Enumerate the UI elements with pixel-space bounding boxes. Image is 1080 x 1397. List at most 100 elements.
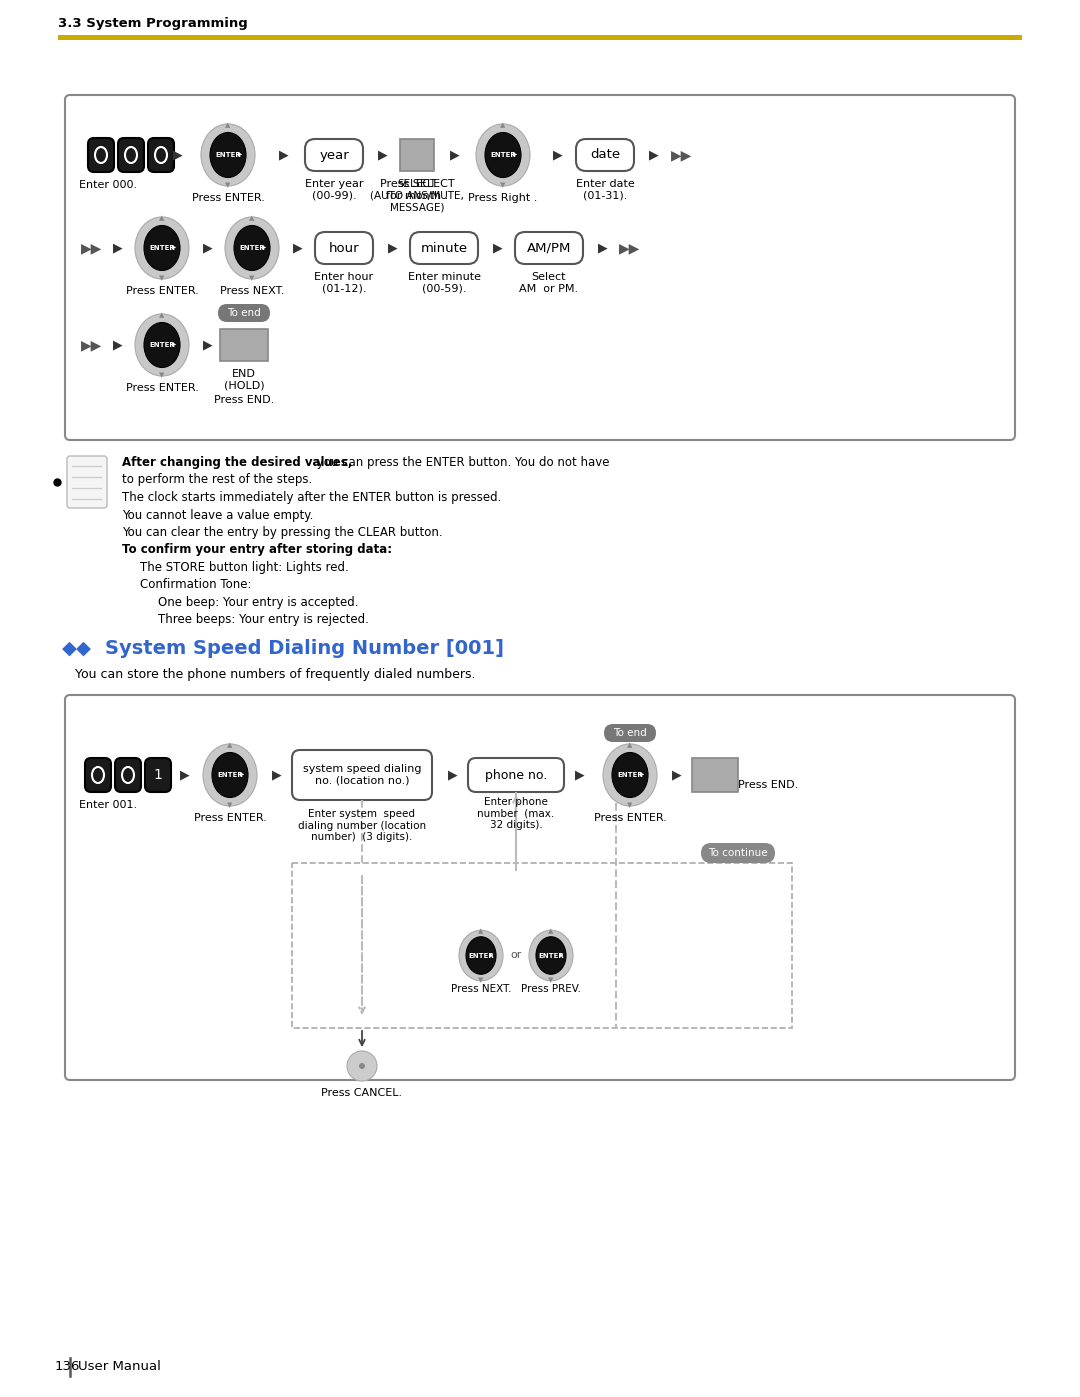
Ellipse shape — [212, 753, 248, 798]
Ellipse shape — [201, 124, 255, 186]
Text: ▼: ▼ — [627, 802, 633, 807]
Text: ▶: ▶ — [640, 773, 645, 778]
Text: AM/PM: AM/PM — [527, 242, 571, 254]
Text: ▶: ▶ — [272, 768, 282, 781]
Text: Enter hour
(01-12).: Enter hour (01-12). — [314, 272, 374, 293]
Ellipse shape — [465, 937, 496, 974]
Text: 3.3 System Programming: 3.3 System Programming — [58, 18, 247, 31]
Text: ▲: ▲ — [160, 215, 164, 221]
Text: Enter system  speed
dialing number (location
number)  (3 digits).: Enter system speed dialing number (locat… — [298, 809, 427, 842]
Text: Enter phone
number  (max.
32 digits).: Enter phone number (max. 32 digits). — [477, 798, 555, 830]
Text: ▶: ▶ — [173, 246, 177, 250]
Text: ▶: ▶ — [378, 148, 388, 162]
Text: You can clear the entry by pressing the CLEAR button.: You can clear the entry by pressing the … — [122, 527, 443, 539]
Text: ▶: ▶ — [450, 148, 460, 162]
Ellipse shape — [612, 753, 648, 798]
Text: END
(HOLD): END (HOLD) — [224, 369, 265, 391]
Ellipse shape — [144, 225, 180, 271]
Text: ▶▶: ▶▶ — [619, 242, 640, 256]
FancyBboxPatch shape — [148, 138, 174, 172]
Text: you can press the ENTER button. You do not have: you can press the ENTER button. You do n… — [313, 455, 609, 469]
Text: ▼: ▼ — [249, 275, 255, 281]
Text: ENTER: ENTER — [239, 244, 265, 251]
Text: system speed dialing
no. (location no.): system speed dialing no. (location no.) — [302, 764, 421, 785]
Text: ▶: ▶ — [598, 242, 608, 254]
Text: ▲: ▲ — [500, 123, 505, 129]
Text: ▼: ▼ — [549, 977, 554, 982]
Text: System Speed Dialing Number [001]: System Speed Dialing Number [001] — [105, 638, 504, 658]
Text: Press ENTER.: Press ENTER. — [125, 383, 199, 393]
Text: ▼: ▼ — [160, 372, 164, 377]
Text: ▶: ▶ — [113, 338, 123, 352]
Text: ENTER: ENTER — [215, 152, 241, 158]
Text: ▶: ▶ — [489, 953, 494, 958]
Text: Press END.: Press END. — [738, 780, 798, 789]
Text: Press SELECT
for month .: Press SELECT for month . — [380, 179, 455, 201]
Text: SELECT
(AUTO ANS/MUTE,
MESSAGE): SELECT (AUTO ANS/MUTE, MESSAGE) — [370, 179, 464, 212]
Text: ▼: ▼ — [227, 802, 232, 807]
Text: ENTER: ENTER — [468, 953, 494, 958]
Ellipse shape — [135, 314, 189, 376]
Text: phone no.: phone no. — [485, 768, 548, 781]
Text: The clock starts immediately after the ENTER button is pressed.: The clock starts immediately after the E… — [122, 490, 501, 504]
Circle shape — [359, 1063, 365, 1069]
FancyBboxPatch shape — [118, 138, 144, 172]
Text: To end: To end — [227, 307, 261, 319]
Ellipse shape — [529, 930, 573, 981]
Bar — [400, 138, 434, 170]
Text: Press PREV.: Press PREV. — [521, 983, 581, 993]
Text: ▶: ▶ — [553, 148, 563, 162]
Text: ▶: ▶ — [494, 242, 503, 254]
Text: ▶: ▶ — [173, 342, 177, 348]
Text: Enter 001.: Enter 001. — [79, 800, 137, 810]
Text: ▼: ▼ — [226, 182, 231, 187]
Text: Press ENTER.: Press ENTER. — [191, 193, 265, 203]
FancyBboxPatch shape — [410, 232, 478, 264]
Text: ▲: ▲ — [227, 742, 232, 749]
Text: Select
AM  or PM.: Select AM or PM. — [519, 272, 579, 293]
Ellipse shape — [603, 745, 657, 806]
Circle shape — [347, 1051, 377, 1081]
Text: Three beeps: Your entry is rejected.: Three beeps: Your entry is rejected. — [158, 613, 369, 626]
FancyBboxPatch shape — [292, 750, 432, 800]
Ellipse shape — [203, 745, 257, 806]
Text: Press Right .: Press Right . — [469, 193, 538, 203]
Text: ▼: ▼ — [500, 182, 505, 187]
Text: Enter date
(01-31).: Enter date (01-31). — [576, 179, 634, 201]
FancyBboxPatch shape — [87, 138, 114, 172]
Text: ▶: ▶ — [649, 148, 659, 162]
Text: ▶: ▶ — [113, 242, 123, 254]
Text: ▶: ▶ — [241, 773, 245, 778]
Text: ▶▶: ▶▶ — [672, 148, 692, 162]
Text: Press NEXT.: Press NEXT. — [450, 983, 511, 993]
Text: User Manual: User Manual — [78, 1361, 161, 1373]
Text: hour: hour — [328, 242, 360, 254]
Ellipse shape — [476, 124, 530, 186]
Text: To confirm your entry after storing data:: To confirm your entry after storing data… — [122, 543, 392, 556]
Text: ▶: ▶ — [293, 242, 302, 254]
Text: Confirmation Tone:: Confirmation Tone: — [140, 578, 252, 591]
Text: ▶: ▶ — [280, 148, 288, 162]
Ellipse shape — [225, 217, 279, 279]
Text: ▶: ▶ — [239, 152, 243, 158]
Text: ▼: ▼ — [160, 275, 164, 281]
FancyBboxPatch shape — [305, 138, 363, 170]
Text: ▶: ▶ — [559, 953, 564, 958]
FancyBboxPatch shape — [468, 759, 564, 792]
Text: ▲: ▲ — [549, 928, 554, 935]
Text: To end: To end — [613, 728, 647, 738]
Bar — [220, 330, 268, 360]
FancyBboxPatch shape — [114, 759, 141, 792]
Text: ▲: ▲ — [226, 123, 231, 129]
FancyBboxPatch shape — [85, 759, 111, 792]
Bar — [692, 759, 738, 792]
Text: ▶: ▶ — [262, 246, 267, 250]
Text: You can store the phone numbers of frequently dialed numbers.: You can store the phone numbers of frequ… — [75, 668, 475, 680]
Text: ▲: ▲ — [627, 742, 633, 749]
Text: ENTER: ENTER — [617, 773, 643, 778]
FancyBboxPatch shape — [315, 232, 373, 264]
Text: ▲: ▲ — [478, 928, 484, 935]
FancyBboxPatch shape — [218, 305, 270, 321]
FancyBboxPatch shape — [145, 759, 171, 792]
Text: ▶▶: ▶▶ — [81, 338, 103, 352]
